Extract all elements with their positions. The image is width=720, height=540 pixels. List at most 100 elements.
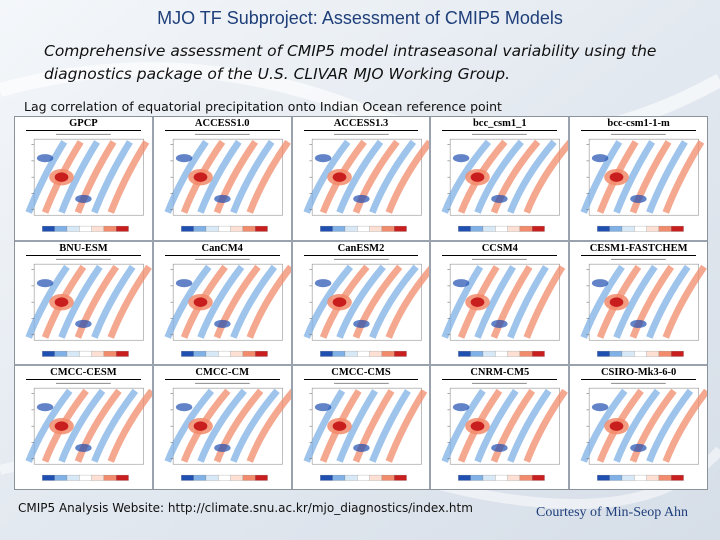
colorbar-segment — [381, 350, 394, 357]
colorbar-segment — [495, 225, 509, 232]
positive-band — [352, 264, 402, 339]
colorbar-segment — [646, 350, 660, 357]
lag-correlation-plot — [303, 258, 430, 357]
negative-band — [613, 264, 658, 339]
lag-correlation-plot — [441, 383, 569, 481]
lag-correlation-plot — [25, 258, 152, 357]
panel-access1-0: ACCESS1.0 — [153, 117, 291, 240]
negative-band — [368, 264, 419, 339]
panel-cesm1-fastchem: CESM1-FASTCHEM — [570, 241, 707, 365]
colorbar-segment — [609, 475, 623, 481]
colorbar-segment — [91, 350, 105, 357]
correlation-min — [491, 444, 508, 453]
colorbar-segment — [79, 350, 92, 357]
correlation-min — [36, 403, 54, 412]
panel-cmcc-cm: CMCC-CM — [153, 366, 291, 489]
panel-cnrm-cm5: CNRM-CM5 — [431, 366, 569, 489]
colorbar-segment — [356, 475, 370, 481]
positive-band — [523, 389, 569, 464]
colorbar-segment — [470, 475, 484, 481]
lag-correlation-plot — [580, 133, 705, 232]
negative-band — [335, 264, 386, 339]
lag-correlation-plot — [164, 258, 291, 357]
colorbar-segment — [622, 475, 635, 481]
positive-band — [662, 140, 705, 214]
positive-band — [385, 389, 427, 464]
colorbar-segment — [230, 350, 243, 357]
correlation-min — [314, 403, 331, 412]
colorbar-segment — [217, 225, 231, 232]
positive-band — [629, 389, 677, 464]
negative-band — [507, 139, 558, 214]
correlation-min — [592, 278, 609, 287]
negative-band — [229, 139, 275, 214]
panel-bcc-csm1-1-m: bcc-csm1-1-m — [570, 117, 707, 240]
colorbar-segment — [483, 350, 496, 357]
correlation-min — [491, 194, 508, 203]
positive-band — [491, 139, 541, 214]
negative-band — [474, 389, 520, 464]
correlation-min — [175, 403, 193, 412]
negative-band — [335, 389, 378, 464]
colorbar-segment — [205, 225, 219, 232]
colorbar-segment — [658, 225, 672, 232]
colorbar-segment — [646, 225, 660, 232]
positive-band — [213, 264, 261, 339]
colorbar-segment — [217, 350, 231, 357]
colorbar-segment — [54, 350, 68, 357]
correlation-min — [630, 319, 647, 328]
negative-band — [580, 140, 623, 214]
positive-band — [213, 139, 258, 214]
negative-band — [646, 140, 689, 214]
colorbar-segment — [597, 225, 610, 232]
colorbar-segment — [332, 475, 345, 481]
correlation-min — [630, 444, 647, 453]
colorbar-segment — [646, 475, 660, 481]
panel-csiro-mk3-6-0: CSIRO-Mk3-6-0 — [570, 366, 707, 489]
correlation-min — [75, 444, 92, 453]
colorbar-segment — [609, 350, 623, 357]
negative-band — [335, 139, 383, 214]
negative-band — [441, 264, 484, 339]
correlation-max-core — [609, 172, 624, 182]
colorbar-segment — [254, 225, 268, 232]
colorbar-segment — [658, 350, 672, 357]
negative-band — [613, 140, 656, 214]
negative-band — [229, 264, 277, 339]
lag-correlation-plot — [303, 133, 430, 232]
colorbar-segment — [319, 350, 333, 357]
panel-label: bcc-csm1-1-m — [570, 118, 707, 131]
panel-label: CanCM4 — [154, 243, 291, 256]
positive-band — [74, 264, 120, 339]
negative-band — [197, 389, 247, 464]
colorbar-segment — [495, 475, 509, 481]
positive-band — [107, 140, 150, 214]
lag-correlation-plot — [580, 383, 707, 481]
colorbar-segment — [332, 225, 345, 232]
correlation-max-core — [609, 421, 624, 432]
colorbar-segment — [242, 350, 256, 357]
negative-band — [164, 389, 214, 464]
colorbar-segment — [319, 475, 333, 481]
colorbar-segment — [622, 225, 635, 232]
correlation-min — [491, 319, 508, 328]
negative-band — [303, 389, 345, 464]
colorbar-segment — [344, 350, 358, 357]
negative-band — [25, 140, 68, 214]
colorbar-segment — [193, 475, 206, 481]
colorbar-segment — [458, 350, 472, 357]
panel-label: BNU-ESM — [15, 243, 152, 256]
analysis-website-link[interactable]: CMIP5 Analysis Website: http://climate.s… — [18, 501, 473, 515]
colorbar-segment — [393, 350, 407, 357]
negative-band — [507, 264, 550, 339]
colorbar-segment — [671, 475, 684, 481]
negative-band — [164, 264, 212, 339]
colorbar-segment — [79, 475, 92, 481]
colorbar-segment — [369, 225, 382, 232]
colorbar-segment — [369, 350, 382, 357]
positive-band — [629, 140, 672, 214]
correlation-min — [592, 154, 609, 163]
colorbar-segment — [319, 225, 333, 232]
panel-label: CanESM2 — [293, 243, 430, 256]
colorbar-segment — [393, 475, 407, 481]
